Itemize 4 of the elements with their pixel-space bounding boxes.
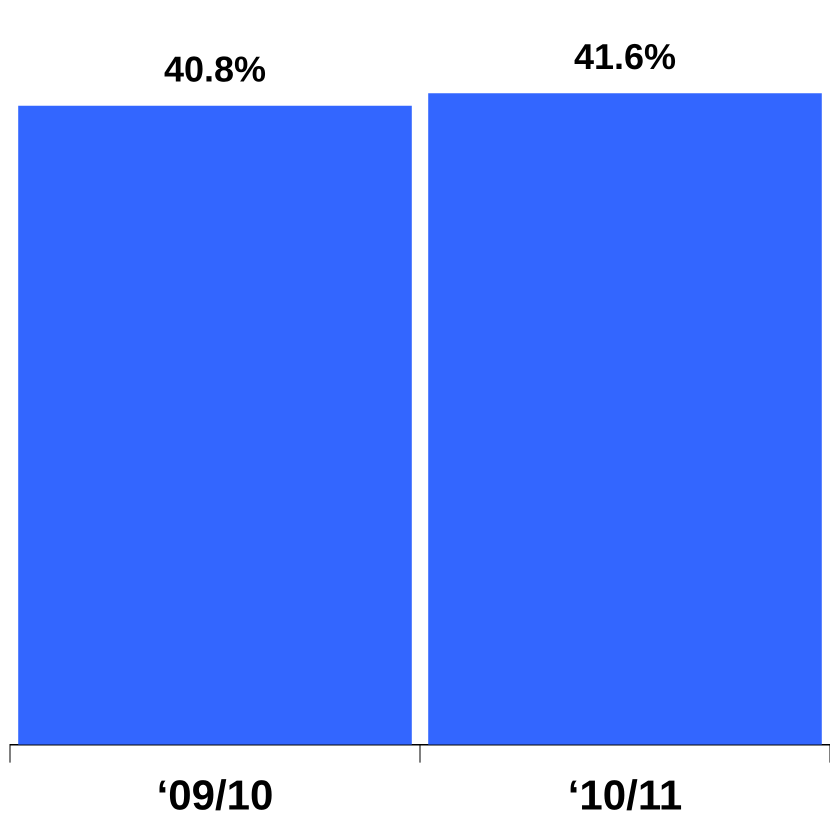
data-label: 40.8% [164,48,266,90]
x-tick-label: ‘10/11 [568,771,682,818]
x-tick-label: ‘09/10 [156,771,274,818]
data-label: 41.6% [574,36,676,78]
